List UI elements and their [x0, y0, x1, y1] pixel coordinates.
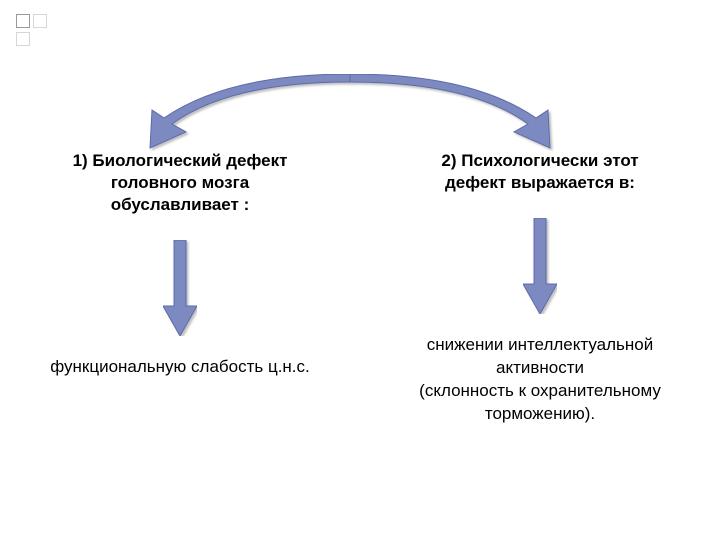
left-title-line: Биологический дефект: [92, 151, 287, 170]
left-title-line: головного мозга: [111, 173, 249, 192]
right-result-line: активности: [496, 358, 584, 377]
content-columns: 1) Биологический дефект головного мозга …: [0, 150, 720, 426]
right-title-line: дефект выражается в:: [445, 173, 635, 192]
left-heading: 1) Биологический дефект головного мозга …: [53, 150, 308, 216]
right-heading: 2) Психологически этот дефект выражается…: [421, 150, 658, 194]
right-result: снижении интеллектуальной активности (ск…: [395, 334, 685, 426]
square-icon: [16, 14, 30, 28]
right-result-line: (склонность к охранительному: [419, 381, 661, 400]
right-number: 2): [441, 151, 456, 170]
left-result-text: функциональную слабость ц.н.с.: [50, 357, 310, 376]
down-arrow-icon: [163, 240, 197, 336]
right-column: 2) Психологически этот дефект выражается…: [360, 150, 720, 426]
left-result: функциональную слабость ц.н.с.: [26, 356, 334, 379]
down-arrow-icon: [523, 218, 557, 314]
left-column: 1) Биологический дефект головного мозга …: [0, 150, 360, 426]
corner-decoration: [16, 32, 30, 46]
right-result-line: снижении интеллектуальной: [427, 335, 653, 354]
left-title-line: обуславливает :: [111, 195, 250, 214]
corner-decoration: [16, 14, 47, 28]
left-number: 1): [73, 151, 88, 170]
right-result-line: торможению).: [485, 404, 595, 423]
square-icon: [16, 32, 30, 46]
square-icon: [33, 14, 47, 28]
right-title-line: Психологически этот: [461, 151, 638, 170]
